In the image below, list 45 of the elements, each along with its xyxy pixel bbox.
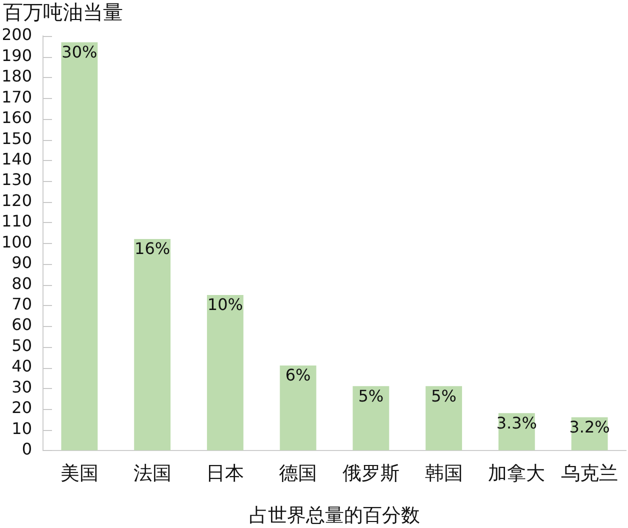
y-tick-label: 60 (12, 315, 32, 334)
bar (61, 42, 98, 450)
bar (206, 295, 244, 450)
x-tick-label: 乌克兰 (561, 462, 618, 485)
bar (280, 365, 316, 450)
y-tick-label: 90 (12, 253, 32, 272)
x-tick-label: 俄罗斯 (342, 462, 400, 485)
annotation: 30% (62, 42, 98, 62)
annotation: 5% (431, 386, 457, 406)
annotation: 3.3% (496, 413, 538, 432)
annotation: 10% (207, 295, 243, 314)
y-tick-label: 140 (1, 149, 32, 168)
x-tick-label: 韩国 (424, 462, 463, 485)
x-tick-label: 法国 (133, 462, 172, 485)
x-axis-title: 占世界总量的百分数 (249, 504, 420, 527)
annotation: 16% (134, 239, 170, 258)
y-axis-title: 百万吨油当量 (3, 0, 123, 24)
annotation: 5% (358, 386, 384, 406)
y-tick-label: 40 (12, 356, 32, 376)
y-tick-label: 150 (1, 128, 32, 148)
y-tick-label: 170 (1, 87, 32, 106)
x-tick-label: 加拿大 (488, 462, 546, 485)
y-tick-label: 10 (12, 418, 32, 438)
bar (426, 386, 462, 450)
y-tick-label: 110 (1, 212, 32, 231)
x-tick-label: 日本 (206, 462, 244, 485)
y-tick-label: 70 (12, 294, 32, 314)
y-tick-label: 100 (1, 232, 32, 252)
x-tick-label: 德国 (279, 462, 318, 485)
y-tick-label: 20 (12, 398, 32, 418)
y-tick-label: 190 (1, 46, 32, 65)
annotation: 3.2% (569, 417, 610, 436)
y-tick-label: 50 (12, 336, 32, 355)
y-tick-label: 30 (12, 377, 32, 396)
y-tick-label: 0 (22, 440, 32, 459)
y-tick-label: 80 (12, 274, 32, 293)
y-tick-label: 200 (1, 25, 32, 44)
bar (352, 386, 390, 450)
y-tick-label: 120 (1, 190, 32, 210)
y-tick-label: 180 (1, 66, 32, 86)
x-tick-label: 美国 (60, 462, 98, 485)
bar (134, 239, 171, 450)
y-tick-label: 160 (1, 108, 32, 128)
y-tick-label: 130 (1, 170, 32, 190)
annotation: 6% (285, 366, 311, 385)
